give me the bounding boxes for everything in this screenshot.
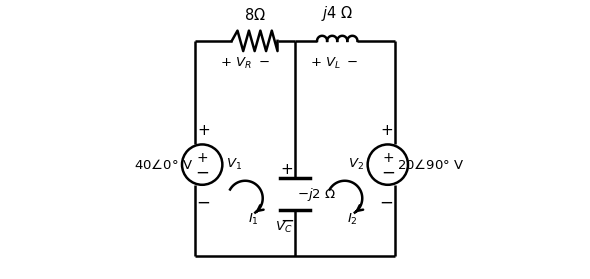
Text: +: + — [281, 162, 293, 177]
Text: $+\ V_L\ -$: $+\ V_L\ -$ — [310, 56, 358, 71]
Text: $40\angle 0°\ \mathrm{V}$: $40\angle 0°\ \mathrm{V}$ — [135, 158, 194, 172]
Text: $I_2$: $I_2$ — [348, 212, 358, 227]
Text: $20\angle 90°\ \mathrm{V}$: $20\angle 90°\ \mathrm{V}$ — [396, 158, 464, 172]
Text: $+\ V_R\ -$: $+\ V_R\ -$ — [220, 56, 270, 71]
Text: −: − — [379, 193, 394, 211]
Text: +: + — [197, 124, 210, 138]
Text: $V_1$: $V_1$ — [225, 157, 242, 172]
Text: $-j2\ \Omega$: $-j2\ \Omega$ — [297, 186, 336, 203]
Text: $j4\ \Omega$: $j4\ \Omega$ — [321, 4, 353, 23]
Text: $V_C$: $V_C$ — [275, 220, 292, 235]
Text: −: − — [381, 163, 395, 181]
Text: $8\Omega$: $8\Omega$ — [244, 7, 266, 23]
Text: $V_2$: $V_2$ — [349, 157, 365, 172]
Text: +: + — [380, 124, 393, 138]
Text: −: − — [195, 163, 209, 181]
Text: +: + — [196, 151, 208, 165]
Text: +: + — [382, 151, 394, 165]
Text: $I_1$: $I_1$ — [248, 212, 259, 227]
Text: −: − — [196, 193, 211, 211]
Text: −: − — [280, 212, 294, 230]
